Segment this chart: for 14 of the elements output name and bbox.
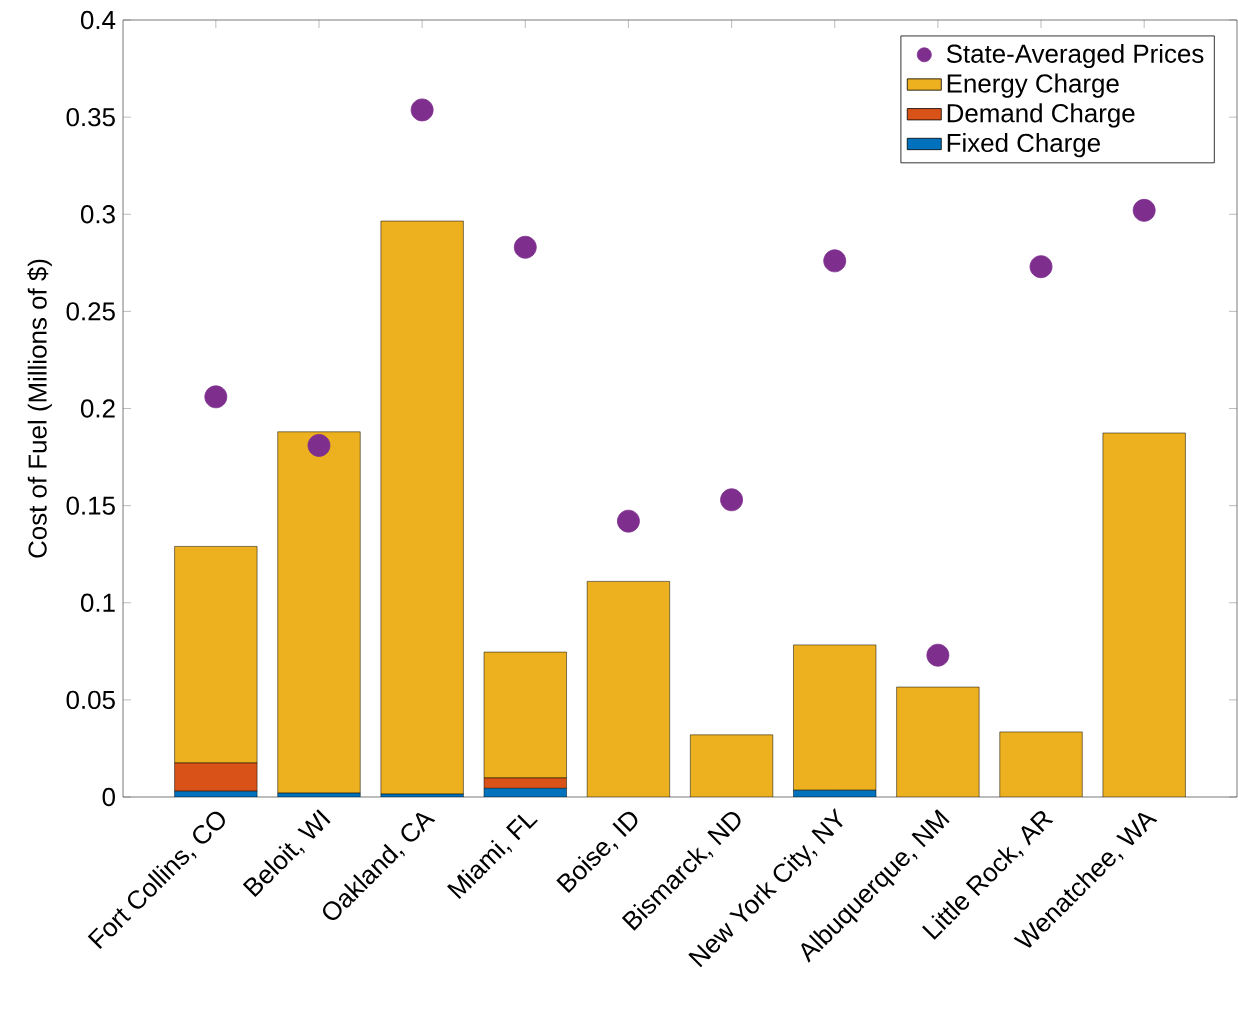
y-tick-label: 0.3 <box>80 205 115 224</box>
y-tick-label: 0.4 <box>80 10 116 30</box>
y-axis-title: Cost of Fuel (Millions of $) <box>27 259 52 558</box>
legend-label: Fixed Charge <box>947 133 1100 158</box>
y-tick-label: 0.35 <box>66 107 115 127</box>
y-tick-label: 0.1 <box>80 593 115 612</box>
legend-label: State-Averaged Prices <box>946 43 1204 69</box>
legend-label: Demand Charge <box>947 103 1135 128</box>
y-tick-label: 0.05 <box>66 690 115 710</box>
y-tick-label: 0 <box>102 787 115 807</box>
y-tick-label: 0.25 <box>66 302 115 321</box>
y-tick-label: 0.2 <box>80 399 115 418</box>
y-tick-label: 0.15 <box>66 496 115 515</box>
legend-label: Energy Charge <box>947 73 1119 98</box>
